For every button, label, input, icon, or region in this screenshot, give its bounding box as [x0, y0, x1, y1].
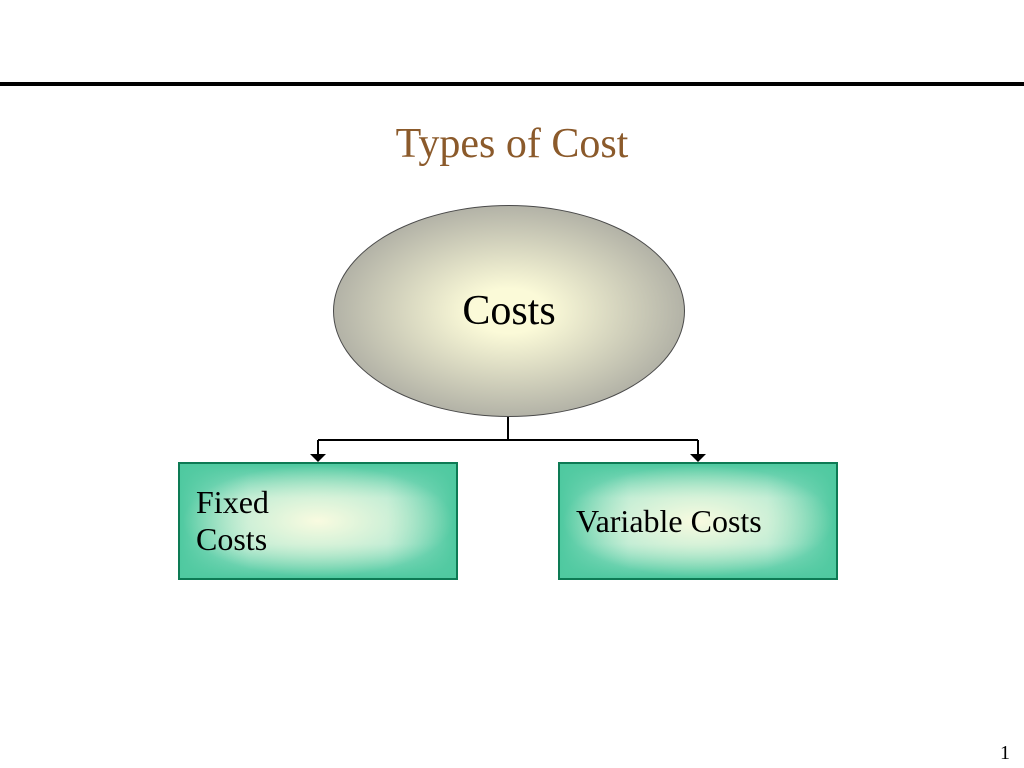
root-node-label: Costs — [462, 287, 555, 335]
child-node-fixed-label: Fixed Costs — [196, 484, 269, 558]
child-node-variable-costs: Variable Costs — [558, 462, 838, 580]
child-node-variable-label: Variable Costs — [576, 503, 762, 540]
slide-title: Types of Cost — [0, 120, 1024, 168]
child-node-fixed-costs: Fixed Costs — [178, 462, 458, 580]
slide-title-text: Types of Cost — [396, 121, 629, 167]
page-number-text: 1 — [1000, 742, 1010, 764]
header-divider — [0, 82, 1024, 86]
page-number: 1 — [1000, 742, 1010, 765]
root-node-costs: Costs — [333, 205, 685, 417]
